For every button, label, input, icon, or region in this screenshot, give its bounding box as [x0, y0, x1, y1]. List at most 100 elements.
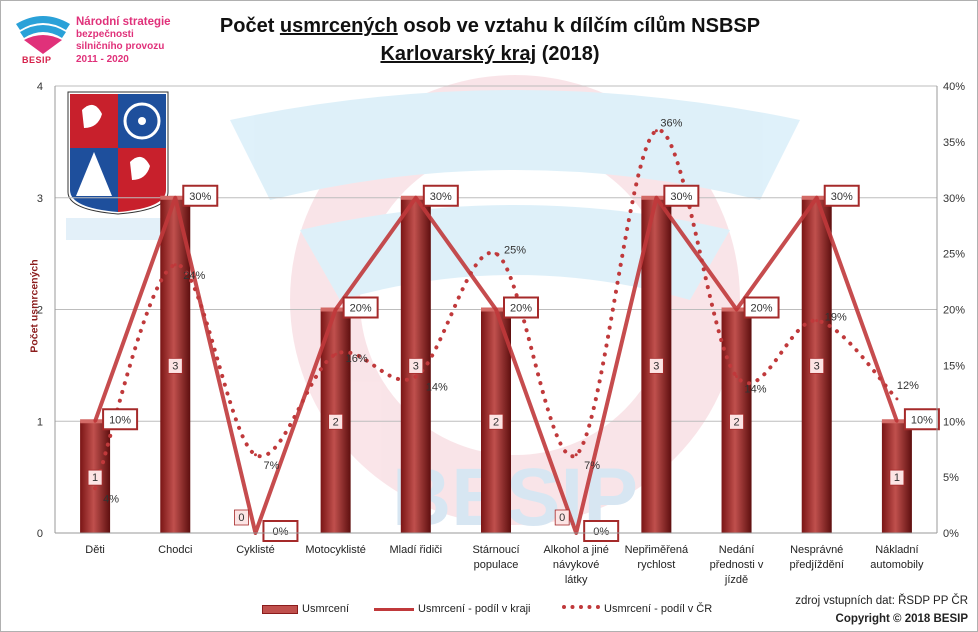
logo-line-4: 2011 - 2020	[76, 53, 129, 65]
bar-value-box	[87, 469, 103, 486]
category-label-line: Děti	[85, 544, 105, 556]
y2-tick-label: 25%	[943, 249, 965, 261]
cr-share-point	[574, 453, 578, 457]
category-label-line: Stárnoucí	[472, 544, 520, 556]
region-share-label: 30%	[831, 191, 853, 203]
bar-value-label: 1	[92, 472, 98, 484]
category-label-line: Chodci	[158, 544, 193, 556]
category-label-line: Alkohol a jiné	[543, 544, 609, 556]
region-share-point	[895, 419, 899, 423]
cr-share-point	[173, 263, 177, 267]
y2-tick-label: 0%	[943, 528, 959, 540]
region-share-label: 10%	[109, 414, 131, 426]
region-share-label-box	[903, 408, 940, 431]
cr-share-point	[494, 252, 498, 256]
cr-share-point	[334, 352, 338, 356]
besip-emblem-icon	[16, 16, 70, 54]
y-tick-label: 0	[37, 528, 43, 540]
cr-share-point	[414, 375, 418, 379]
region-share-label-box	[422, 184, 459, 207]
region-share-label: 30%	[430, 191, 452, 203]
category-label-line: Nesprávné	[790, 544, 844, 556]
cr-share-label: 16%	[346, 353, 368, 365]
bar-value-box	[889, 469, 905, 486]
cr-share-label: 19%	[825, 312, 847, 324]
y2-tick-label: 5%	[943, 472, 959, 484]
title-year: (2018)	[536, 43, 600, 65]
cr-share-point	[735, 375, 739, 379]
region-share-point	[815, 196, 819, 200]
data-labels: 1 3 0 2 3 2 0 3 2 3 1 10% 30% 0% 20% 30% 20% 0% 30% 20% 30% 1…	[87, 118, 940, 542]
region-share-label: 10%	[911, 414, 933, 426]
region-share-label: 30%	[189, 191, 211, 203]
region-share-point	[93, 419, 97, 423]
watermark-ring-icon	[290, 75, 740, 525]
region-share-label-box	[342, 296, 379, 319]
category-label: Nákladní automobily	[852, 543, 942, 573]
logo-brand: BESIP	[22, 55, 52, 65]
category-label: Děti	[50, 543, 140, 558]
region-share-point	[173, 196, 177, 200]
title-line-1: Počet usmrcených osob ve vztahu k dílčím…	[170, 12, 810, 40]
legend-bars-label: Usmrcení	[302, 603, 350, 615]
region-share-label: 0%	[273, 526, 289, 538]
region-share-point	[334, 308, 338, 311]
watermark-wing-icon	[230, 90, 800, 200]
y-tick-label: 4	[37, 81, 43, 93]
cr-share-label: 36%	[660, 118, 682, 130]
region-share-label-box	[823, 184, 860, 207]
category-label-line: Nedání	[718, 544, 755, 556]
title-part-1: Počet	[219, 15, 280, 37]
y2-tick-label: 35%	[943, 137, 965, 149]
category-label-line: populace	[473, 559, 519, 571]
title-part-2: usmrcených	[279, 15, 398, 37]
y2-tick-label: 10%	[943, 416, 965, 428]
bar-value-box	[488, 413, 504, 430]
chart-title: Počet usmrcených osob ve vztahu k dílčím…	[170, 12, 810, 68]
cr-share-line	[93, 128, 899, 491]
region-share-point	[494, 308, 498, 311]
title-region: Karlovarský kraj	[380, 43, 537, 65]
bar-value-label: 2	[733, 416, 739, 428]
category-label: Stárnoucí populace	[451, 543, 541, 573]
source-line: zdroj vstupních dat: ŘSDP PP ČR	[795, 595, 968, 607]
y-tick-label: 1	[37, 416, 43, 428]
cr-share-point	[654, 129, 658, 133]
category-label-line: Mladí řidiči	[389, 544, 443, 556]
category-label-line: předjíždění	[789, 559, 844, 571]
bar-value-label: 2	[333, 416, 339, 428]
cr-share-label: 4%	[103, 493, 119, 505]
y2-tick-label: 15%	[943, 360, 965, 372]
category-label: Motocyklisté	[291, 543, 381, 558]
bar-value-box	[408, 357, 424, 374]
y-tick-label: 2	[37, 305, 43, 317]
cr-share-label: 7%	[584, 460, 600, 472]
legend-item-region: Usmrcení - podíl v kraji	[374, 603, 530, 615]
logo-line-3: silničního provozu	[76, 41, 165, 52]
cr-share-label: 14%	[426, 382, 448, 394]
bar-value-label: 0	[559, 512, 565, 524]
category-label: Mladí řidiči	[371, 543, 461, 558]
region-share-label-box	[663, 184, 700, 207]
bar-value-label: 3	[172, 360, 178, 372]
category-label: Nedání přednosti v jízdě	[692, 543, 782, 588]
region-share-label: 0%	[593, 526, 609, 538]
category-label-line: Nepřiměřená	[624, 544, 689, 556]
bar-value-label: 2	[493, 416, 499, 428]
category-label-line: rychlost	[637, 559, 676, 571]
bar-value-box	[809, 357, 825, 374]
bar-value-box	[554, 509, 570, 526]
logo-line-2: bezpečnosti	[76, 28, 134, 40]
coat-of-arms-icon	[66, 91, 170, 240]
category-label-line: Nákladní	[875, 544, 919, 556]
legend-item-cr: Usmrcení - podíl v ČR	[562, 603, 712, 615]
bar-value-label: 0	[238, 512, 244, 524]
category-label: Nesprávné předjíždění	[772, 543, 862, 573]
y-tick-label: 3	[37, 193, 43, 205]
category-label-line: přednosti v	[709, 559, 764, 571]
category-label: Cyklisté	[210, 543, 300, 558]
cr-share-point	[895, 397, 899, 401]
bar-value-box	[328, 413, 344, 430]
